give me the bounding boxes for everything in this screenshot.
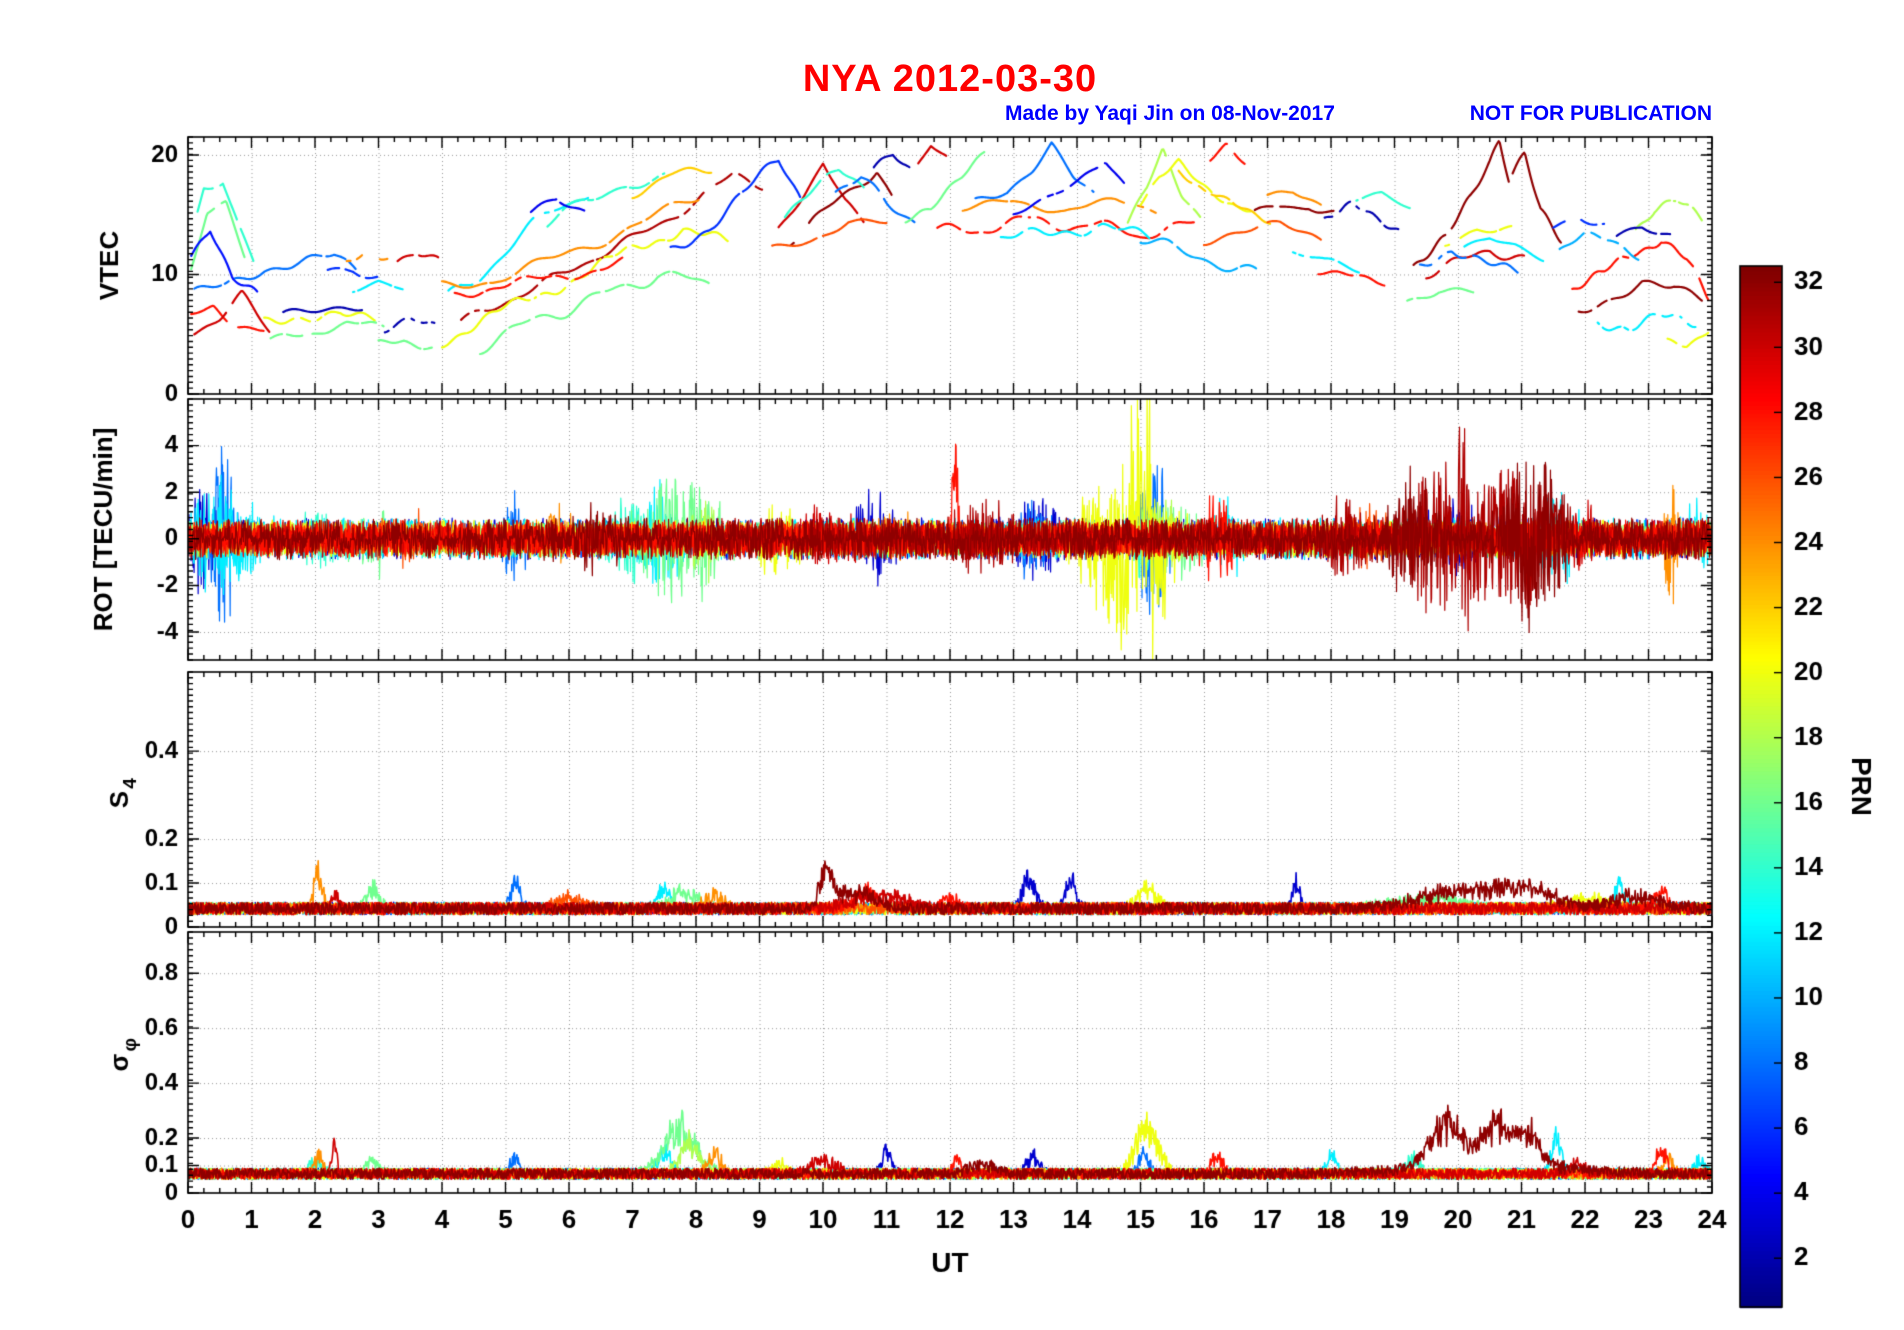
- chart-title: NYA 2012-03-30: [802, 58, 1098, 100]
- publication-notice: NOT FOR PUBLICATION: [1469, 102, 1712, 125]
- credit-text: Made by Yaqi Jin on 08-Nov-2017: [1005, 102, 1335, 125]
